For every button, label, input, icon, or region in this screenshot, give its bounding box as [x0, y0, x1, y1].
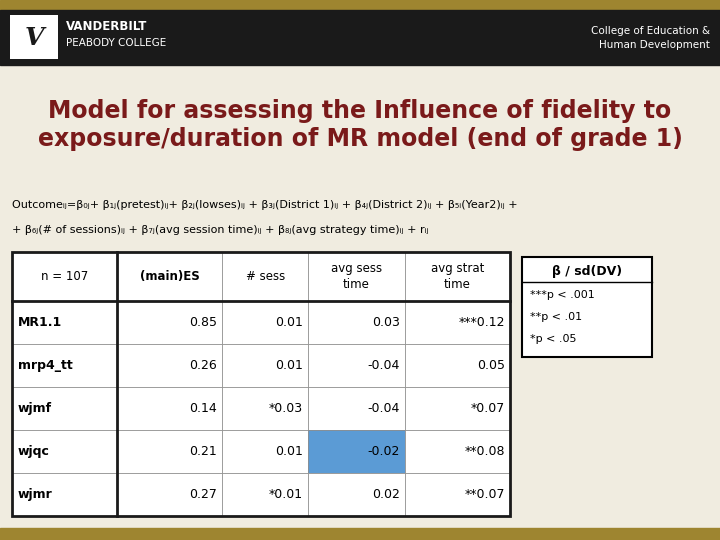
Text: wjmr: wjmr [18, 488, 53, 501]
Bar [308, 473, 405, 516]
Text: 0.05: 0.05 [477, 359, 505, 372]
Bar [405, 473, 510, 516]
Bar [117, 387, 222, 430]
Text: avg strat
time: avg strat time [431, 262, 484, 291]
Text: avg sess
time: avg sess time [331, 262, 382, 291]
Text: 0.02: 0.02 [372, 488, 400, 501]
Text: 0.85: 0.85 [189, 316, 217, 329]
Text: -0.04: -0.04 [367, 359, 400, 372]
Bar [405, 430, 510, 473]
Bar [308, 252, 405, 301]
Text: **0.07: **0.07 [464, 488, 505, 501]
Text: + β₆ⱼ(# of sessions)ᵢⱼ + β₇ⱼ(avg session time)ᵢⱼ + β₈ⱼ(avg strategy time)ᵢⱼ + rᵢ: + β₆ⱼ(# of sessions)ᵢⱼ + β₇ⱼ(avg session… [12, 225, 428, 235]
Bar [12, 387, 117, 430]
Text: PEABODY COLLEGE: PEABODY COLLEGE [66, 38, 166, 48]
Bar [308, 387, 405, 430]
Text: 0.01: 0.01 [275, 316, 303, 329]
Bar [0, 10, 720, 65]
Text: (main)ES: (main)ES [140, 270, 199, 283]
Text: Outcomeᵢⱼ=β₀ⱼ+ β₁ⱼ(pretest)ᵢⱼ+ β₂ⱼ(lowses)ᵢⱼ + β₃ⱼ(District 1)ᵢⱼ + β₄ⱼ(District : Outcomeᵢⱼ=β₀ⱼ+ β₁ⱼ(pretest)ᵢⱼ+ β₂ⱼ(lowse… [12, 200, 518, 210]
Bar [117, 252, 222, 301]
Bar [12, 473, 117, 516]
Bar [12, 430, 117, 473]
Text: 0.14: 0.14 [189, 402, 217, 415]
Text: # sess: # sess [246, 270, 285, 283]
Bar [308, 301, 405, 344]
Bar [12, 301, 117, 344]
Bar [308, 430, 405, 473]
Text: 0.01: 0.01 [275, 359, 303, 372]
Text: **0.08: **0.08 [464, 445, 505, 458]
Text: **p < .01: **p < .01 [530, 312, 582, 322]
Text: 0.03: 0.03 [372, 316, 400, 329]
Text: ***p < .001: ***p < .001 [530, 290, 595, 300]
Text: *0.01: *0.01 [269, 488, 303, 501]
Text: mrp4_tt: mrp4_tt [18, 359, 73, 372]
Text: wjqc: wjqc [18, 445, 50, 458]
Text: MR1.1: MR1.1 [18, 316, 62, 329]
Bar [405, 252, 510, 301]
Bar [308, 344, 405, 387]
Text: V: V [24, 26, 44, 50]
Bar [0, 0, 720, 10]
Bar [117, 473, 222, 516]
Text: -0.04: -0.04 [367, 402, 400, 415]
Text: College of Education &
Human Development: College of Education & Human Development [591, 25, 710, 50]
Bar [0, 528, 720, 540]
Bar [405, 301, 510, 344]
Text: ***0.12: ***0.12 [459, 316, 505, 329]
Text: 0.26: 0.26 [189, 359, 217, 372]
Text: Model for assessing the Influence of fidelity to
exposure/duration of MR model (: Model for assessing the Influence of fid… [37, 99, 683, 151]
Text: β / sd(DV): β / sd(DV) [552, 265, 622, 278]
Bar [222, 344, 308, 387]
Bar [522, 257, 652, 357]
Bar [405, 387, 510, 430]
Bar [117, 344, 222, 387]
Bar [222, 473, 308, 516]
Bar [12, 252, 510, 516]
Bar [12, 344, 117, 387]
Bar [222, 387, 308, 430]
Text: *0.07: *0.07 [471, 402, 505, 415]
Bar [117, 301, 222, 344]
Text: -0.02: -0.02 [367, 445, 400, 458]
Bar [10, 15, 58, 59]
Bar [405, 344, 510, 387]
Text: *p < .05: *p < .05 [530, 334, 577, 344]
Text: 0.21: 0.21 [189, 445, 217, 458]
Bar [117, 430, 222, 473]
Text: n = 107: n = 107 [41, 270, 88, 283]
Text: wjmf: wjmf [18, 402, 52, 415]
Text: *0.03: *0.03 [269, 402, 303, 415]
Bar [222, 301, 308, 344]
Text: 0.27: 0.27 [189, 488, 217, 501]
Bar [12, 252, 117, 301]
Text: 0.01: 0.01 [275, 445, 303, 458]
Bar [222, 252, 308, 301]
Text: VANDERBILT: VANDERBILT [66, 21, 148, 33]
Bar [222, 430, 308, 473]
